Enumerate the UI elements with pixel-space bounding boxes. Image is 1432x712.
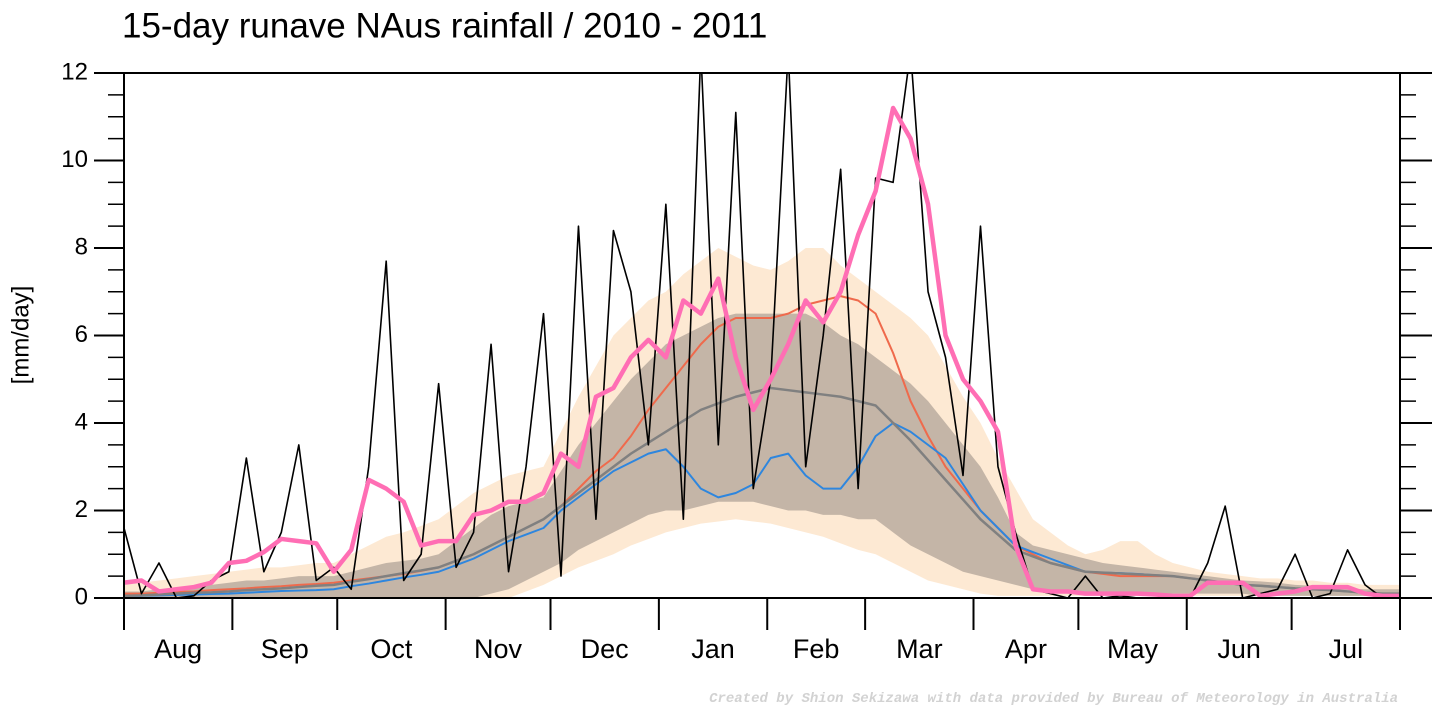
x-tick-label: Mar <box>896 634 943 664</box>
y-tick-label: 8 <box>75 233 88 260</box>
x-tick-label: Dec <box>581 634 629 664</box>
x-tick-label: Oct <box>370 634 413 664</box>
chart-title: 15-day runave NAus rainfall / 2010 - 201… <box>122 6 767 45</box>
x-tick-label: Jan <box>691 634 735 664</box>
plot-area <box>124 73 1400 598</box>
x-tick-label: Aug <box>154 634 202 664</box>
y-tick-label: 12 <box>61 58 88 85</box>
y-tick-label: 0 <box>75 583 88 610</box>
series-line <box>124 105 1400 598</box>
x-tick-label: Nov <box>474 634 523 664</box>
x-tick-label: Jul <box>1329 634 1364 664</box>
x-tick-label: Sep <box>261 634 309 664</box>
y-tick-label: 4 <box>75 408 88 435</box>
y-tick-label: 10 <box>61 146 88 173</box>
y-tick-label: 6 <box>75 321 88 348</box>
y-tick-label: 2 <box>75 496 88 523</box>
range-band <box>124 313 1400 598</box>
credit: Created by Shion Sekizawa with data prov… <box>709 691 1398 707</box>
x-tick-label: Apr <box>1005 634 1047 664</box>
x-tick-label: Feb <box>793 634 840 664</box>
x-tick-label: Jun <box>1217 634 1261 664</box>
x-tick-label: May <box>1107 634 1159 664</box>
y-axis-label: [mm/day] <box>7 286 34 385</box>
